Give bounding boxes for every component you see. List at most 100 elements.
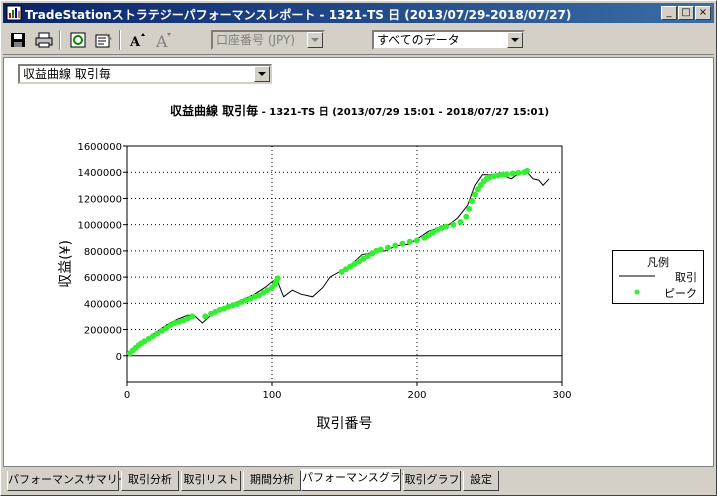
peak-point bbox=[369, 250, 376, 257]
minimize-button[interactable]: _ bbox=[661, 6, 677, 20]
peak-point bbox=[466, 205, 473, 212]
y-tick-label: 1200000 bbox=[77, 194, 122, 205]
peak-point bbox=[515, 169, 522, 176]
peak-point bbox=[414, 237, 420, 244]
peak-point bbox=[260, 289, 267, 296]
peak-point bbox=[356, 258, 362, 265]
print-icon[interactable] bbox=[33, 29, 55, 51]
peak-point bbox=[443, 223, 449, 230]
peak-point bbox=[524, 167, 531, 174]
peak-point bbox=[163, 325, 170, 332]
window-title: TradeStationストラテジーパフォーマンスレポート - 1321-TS … bbox=[25, 8, 572, 22]
graph-type-select[interactable]: 収益曲線 取引毎 bbox=[18, 64, 272, 84]
legend-item-peak: ピーク bbox=[617, 285, 701, 300]
peak-point bbox=[145, 335, 152, 342]
tab-settings[interactable]: 設定 bbox=[463, 471, 499, 491]
y-tick-label: 1400000 bbox=[77, 168, 122, 179]
legend-label: ピーク bbox=[664, 287, 697, 300]
peak-point bbox=[421, 234, 428, 241]
peak-point bbox=[429, 229, 436, 236]
graph-panel: 収益曲線 取引毎 収益曲線 取引毎 - 1321-TS 日 (2013/07/2… bbox=[3, 57, 714, 467]
y-axis-label: 収益(¥) bbox=[58, 240, 74, 288]
peak-point bbox=[351, 261, 358, 267]
peak-point bbox=[154, 330, 161, 337]
close-button[interactable]: × bbox=[695, 6, 711, 20]
peak-point bbox=[457, 219, 464, 225]
x-tick-label: 300 bbox=[552, 390, 571, 401]
peak-point bbox=[189, 313, 196, 320]
peak-point bbox=[425, 232, 432, 239]
chevron-down-icon[interactable] bbox=[307, 32, 323, 48]
equity-curve-chart: 0 200000 400000 600000 800000 1000000 1200000 1… bbox=[58, 142, 572, 432]
y-tick-label: 1000000 bbox=[77, 221, 122, 232]
peak-point bbox=[509, 170, 516, 177]
chevron-down-icon[interactable] bbox=[254, 66, 270, 82]
y-tick-label: 600000 bbox=[84, 273, 122, 284]
data-combo-value: すべてのデータ bbox=[377, 33, 460, 47]
peak-point bbox=[338, 268, 345, 275]
peak-point bbox=[364, 253, 371, 260]
peak-point bbox=[392, 242, 399, 249]
font-increase-icon[interactable]: A bbox=[127, 29, 149, 51]
peak-point bbox=[503, 171, 510, 178]
chart-title: 収益曲線 取引毎 - 1321-TS 日 (2013/07/29 15:01 -… bbox=[4, 102, 715, 119]
font-decrease-icon[interactable]: A bbox=[153, 29, 175, 51]
title-bar[interactable]: TradeStationストラテジーパフォーマンスレポート - 1321-TS … bbox=[3, 3, 714, 23]
peak-point bbox=[274, 275, 281, 282]
tab-trade-analysis[interactable]: 取引分析 bbox=[121, 471, 179, 491]
x-tick-label: 0 bbox=[124, 390, 130, 401]
tab-performance-summary[interactable]: パフォーマンスサマリー bbox=[7, 471, 129, 491]
tab-performance-graph[interactable]: パフォーマンスグラフ bbox=[301, 469, 412, 491]
peak-point bbox=[472, 191, 478, 198]
y-tick-label: 400000 bbox=[84, 299, 122, 310]
peak-point bbox=[264, 287, 271, 294]
legend-title: 凡例 bbox=[647, 256, 669, 269]
peak-point bbox=[399, 240, 406, 247]
data-combo[interactable]: すべてのデータ bbox=[372, 30, 525, 50]
x-tick-label: 200 bbox=[407, 390, 426, 401]
properties-icon[interactable] bbox=[93, 29, 115, 51]
account-combo[interactable]: 口座番号 (JPY) bbox=[211, 30, 325, 50]
x-tick-label: 100 bbox=[262, 390, 281, 401]
plot-area bbox=[126, 145, 563, 383]
graph-type-value: 収益曲線 取引毎 bbox=[23, 67, 111, 81]
legend-dot-icon bbox=[634, 289, 640, 295]
svg-text:A: A bbox=[129, 35, 141, 48]
refresh-icon[interactable] bbox=[67, 29, 89, 51]
tab-strip: パフォーマンスサマリー 取引分析 取引リスト 期間分析 パフォーマンスグラフ 取… bbox=[3, 469, 714, 493]
peak-point bbox=[406, 238, 413, 245]
peak-point bbox=[150, 333, 157, 340]
y-tick-label: 0 bbox=[116, 352, 122, 363]
peak-point bbox=[360, 255, 367, 262]
peak-point bbox=[499, 171, 506, 178]
toolbar-separator bbox=[119, 30, 121, 50]
legend-item-trade: 取引 bbox=[617, 269, 701, 284]
maximize-button[interactable]: □ bbox=[678, 6, 694, 20]
tab-period-analysis[interactable]: 期間分析 bbox=[243, 471, 301, 491]
peak-point bbox=[256, 292, 262, 299]
peak-point bbox=[347, 263, 354, 270]
peak-point bbox=[450, 221, 457, 228]
save-icon[interactable] bbox=[7, 29, 29, 51]
legend: 凡例 取引 ピーク bbox=[612, 250, 704, 304]
tab-trade-graph[interactable]: 取引グラフ bbox=[403, 471, 461, 491]
chart-title-main: 収益曲線 取引毎 bbox=[169, 104, 259, 118]
account-combo-value: 口座番号 (JPY) bbox=[216, 33, 296, 47]
tab-trade-list[interactable]: 取引リスト bbox=[181, 471, 241, 491]
legend-line-icon bbox=[619, 275, 655, 277]
chevron-down-icon[interactable] bbox=[507, 32, 523, 48]
chart-subtitle: - 1321-TS 日 (2013/07/29 15:01 - 2018/07/… bbox=[261, 107, 550, 118]
peak-point bbox=[469, 198, 476, 205]
peak-point bbox=[377, 246, 384, 253]
app-icon bbox=[6, 5, 22, 21]
legend-label: 取引 bbox=[675, 271, 697, 284]
toolbar: A A 口座番号 (JPY) すべてのデータ bbox=[3, 25, 714, 55]
peak-point bbox=[385, 244, 391, 251]
peak-point bbox=[342, 266, 349, 273]
x-axis-label: 取引番号 bbox=[317, 416, 373, 432]
y-tick-label: 1600000 bbox=[77, 142, 122, 153]
toolbar-separator bbox=[59, 30, 61, 50]
y-tick-label: 800000 bbox=[84, 247, 122, 258]
peak-point bbox=[141, 338, 148, 345]
